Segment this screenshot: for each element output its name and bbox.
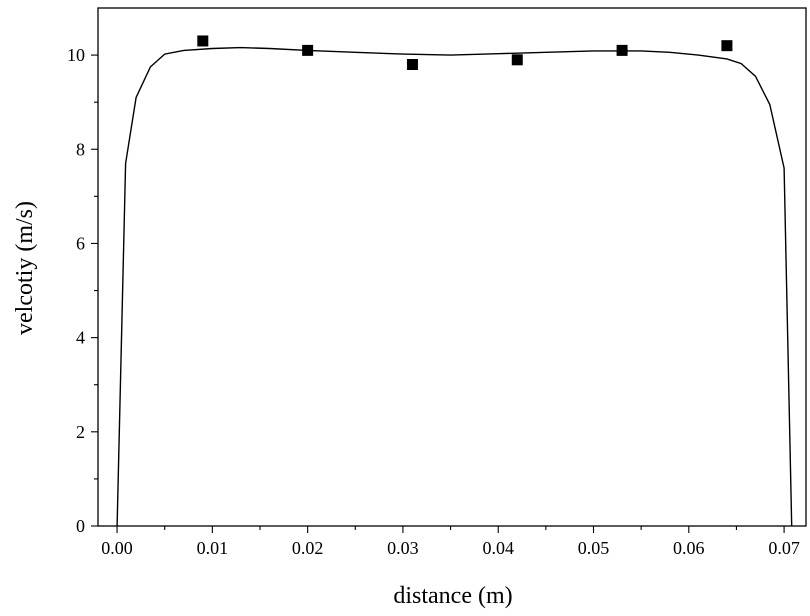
y-tick-label: 6 [76,233,85,253]
x-tick-label: 0.05 [578,538,610,558]
measured-point [616,44,628,56]
velocity-profile-line [116,46,793,527]
measured-point [721,40,733,52]
x-tick-label: 0.00 [101,538,133,558]
y-tick-label: 10 [67,45,85,65]
x-tick-label: 0.02 [292,538,324,558]
x-tick-label: 0.06 [673,538,705,558]
x-tick-label: 0.04 [482,538,514,558]
x-axis-ticks: 0.00 0.01 0.02 0.03 0.04 0.05 0.06 0.07 [101,526,800,558]
series-layer [116,35,793,527]
x-axis-title: distance (m) [393,583,512,609]
y-axis-ticks: 0 2 4 6 8 10 [67,45,98,536]
axes [97,7,807,527]
measured-point [511,54,523,66]
measured-point [302,44,314,56]
y-tick-label: 2 [76,422,85,442]
y-tick-label: 8 [76,139,85,159]
x-tick-label: 0.07 [768,538,800,558]
y-axis-title: velcotiy (m/s) [12,201,38,335]
y-tick-label: 4 [76,328,85,348]
measured-point [406,59,418,71]
plot-frame [97,7,807,527]
y-tick-label: 0 [76,516,85,536]
measured-point [197,35,209,47]
x-tick-label: 0.01 [197,538,229,558]
x-tick-label: 0.03 [387,538,419,558]
